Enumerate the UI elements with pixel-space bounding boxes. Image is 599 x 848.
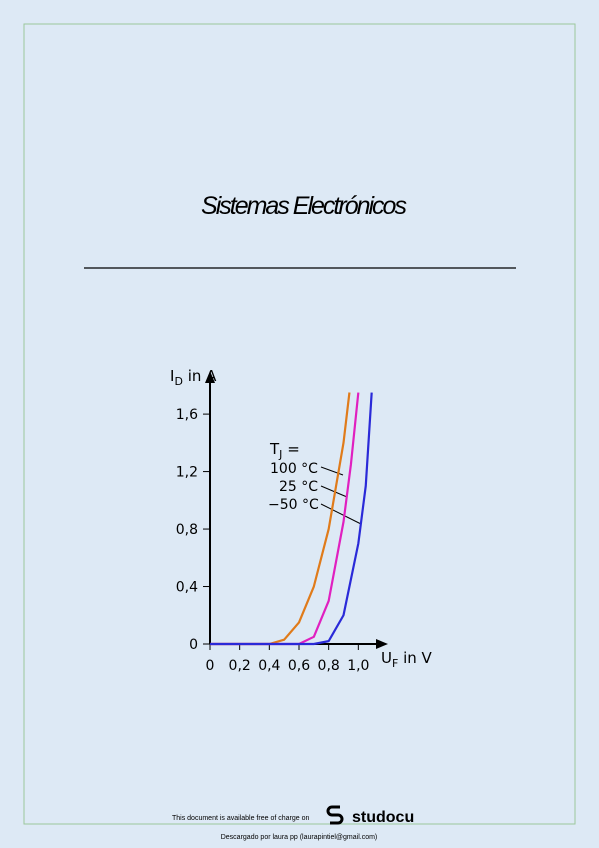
y-label-sub: D	[174, 375, 182, 388]
page-border	[23, 23, 576, 825]
series-line	[210, 392, 373, 646]
x-tick-label: 0,6	[288, 658, 310, 674]
chart: ID in A UF in V TJ = 00,40,81,21,60 0,2 0,…	[170, 367, 433, 674]
brand-logo	[326, 805, 344, 825]
legend-entry: −50 °C	[268, 497, 319, 513]
x-label-main: U	[381, 649, 392, 667]
legend-leader	[320, 503, 362, 525]
x-tick-label: 0	[206, 658, 215, 674]
y-tick-label: 1,6	[176, 407, 198, 423]
legend-leader	[320, 466, 344, 476]
y-tick-label: 0	[189, 637, 198, 653]
y-axis-arrow	[205, 371, 215, 383]
y-tick-label: 0,4	[176, 580, 198, 596]
footer-brand[interactable]: studocu	[352, 809, 414, 826]
legend-leader	[320, 485, 348, 498]
legend-entry: 100 °C	[270, 461, 318, 477]
x-tick-label: 0,4	[258, 658, 280, 674]
legend-entry: 25 °C	[279, 479, 318, 495]
x-tick-label: 1,0	[347, 658, 369, 674]
y-label-main: I	[170, 367, 174, 385]
x-axis-label: UF in V	[381, 649, 433, 670]
x-axis-arrow	[376, 639, 388, 649]
legend-title: TJ =	[269, 440, 300, 461]
legend-title-rest: =	[282, 440, 299, 458]
x-tick-label: 0,2	[229, 658, 251, 674]
y-tick-label: 0,8	[176, 522, 198, 538]
y-tick-label: 1,2	[176, 465, 198, 481]
legend-title-sub: J	[278, 448, 282, 461]
legend-title-main: T	[269, 440, 280, 458]
x-label-sub: F	[392, 657, 398, 670]
doc-title: Sistemas Electrónicos	[201, 192, 406, 220]
x-tick-label: 0,8	[318, 658, 340, 674]
x-label-rest: in V	[398, 649, 432, 667]
footer-available: This document is available free of charg…	[172, 815, 309, 822]
footer-downloaded: Descargado por laura pp (laurapintiel@gm…	[221, 834, 378, 841]
